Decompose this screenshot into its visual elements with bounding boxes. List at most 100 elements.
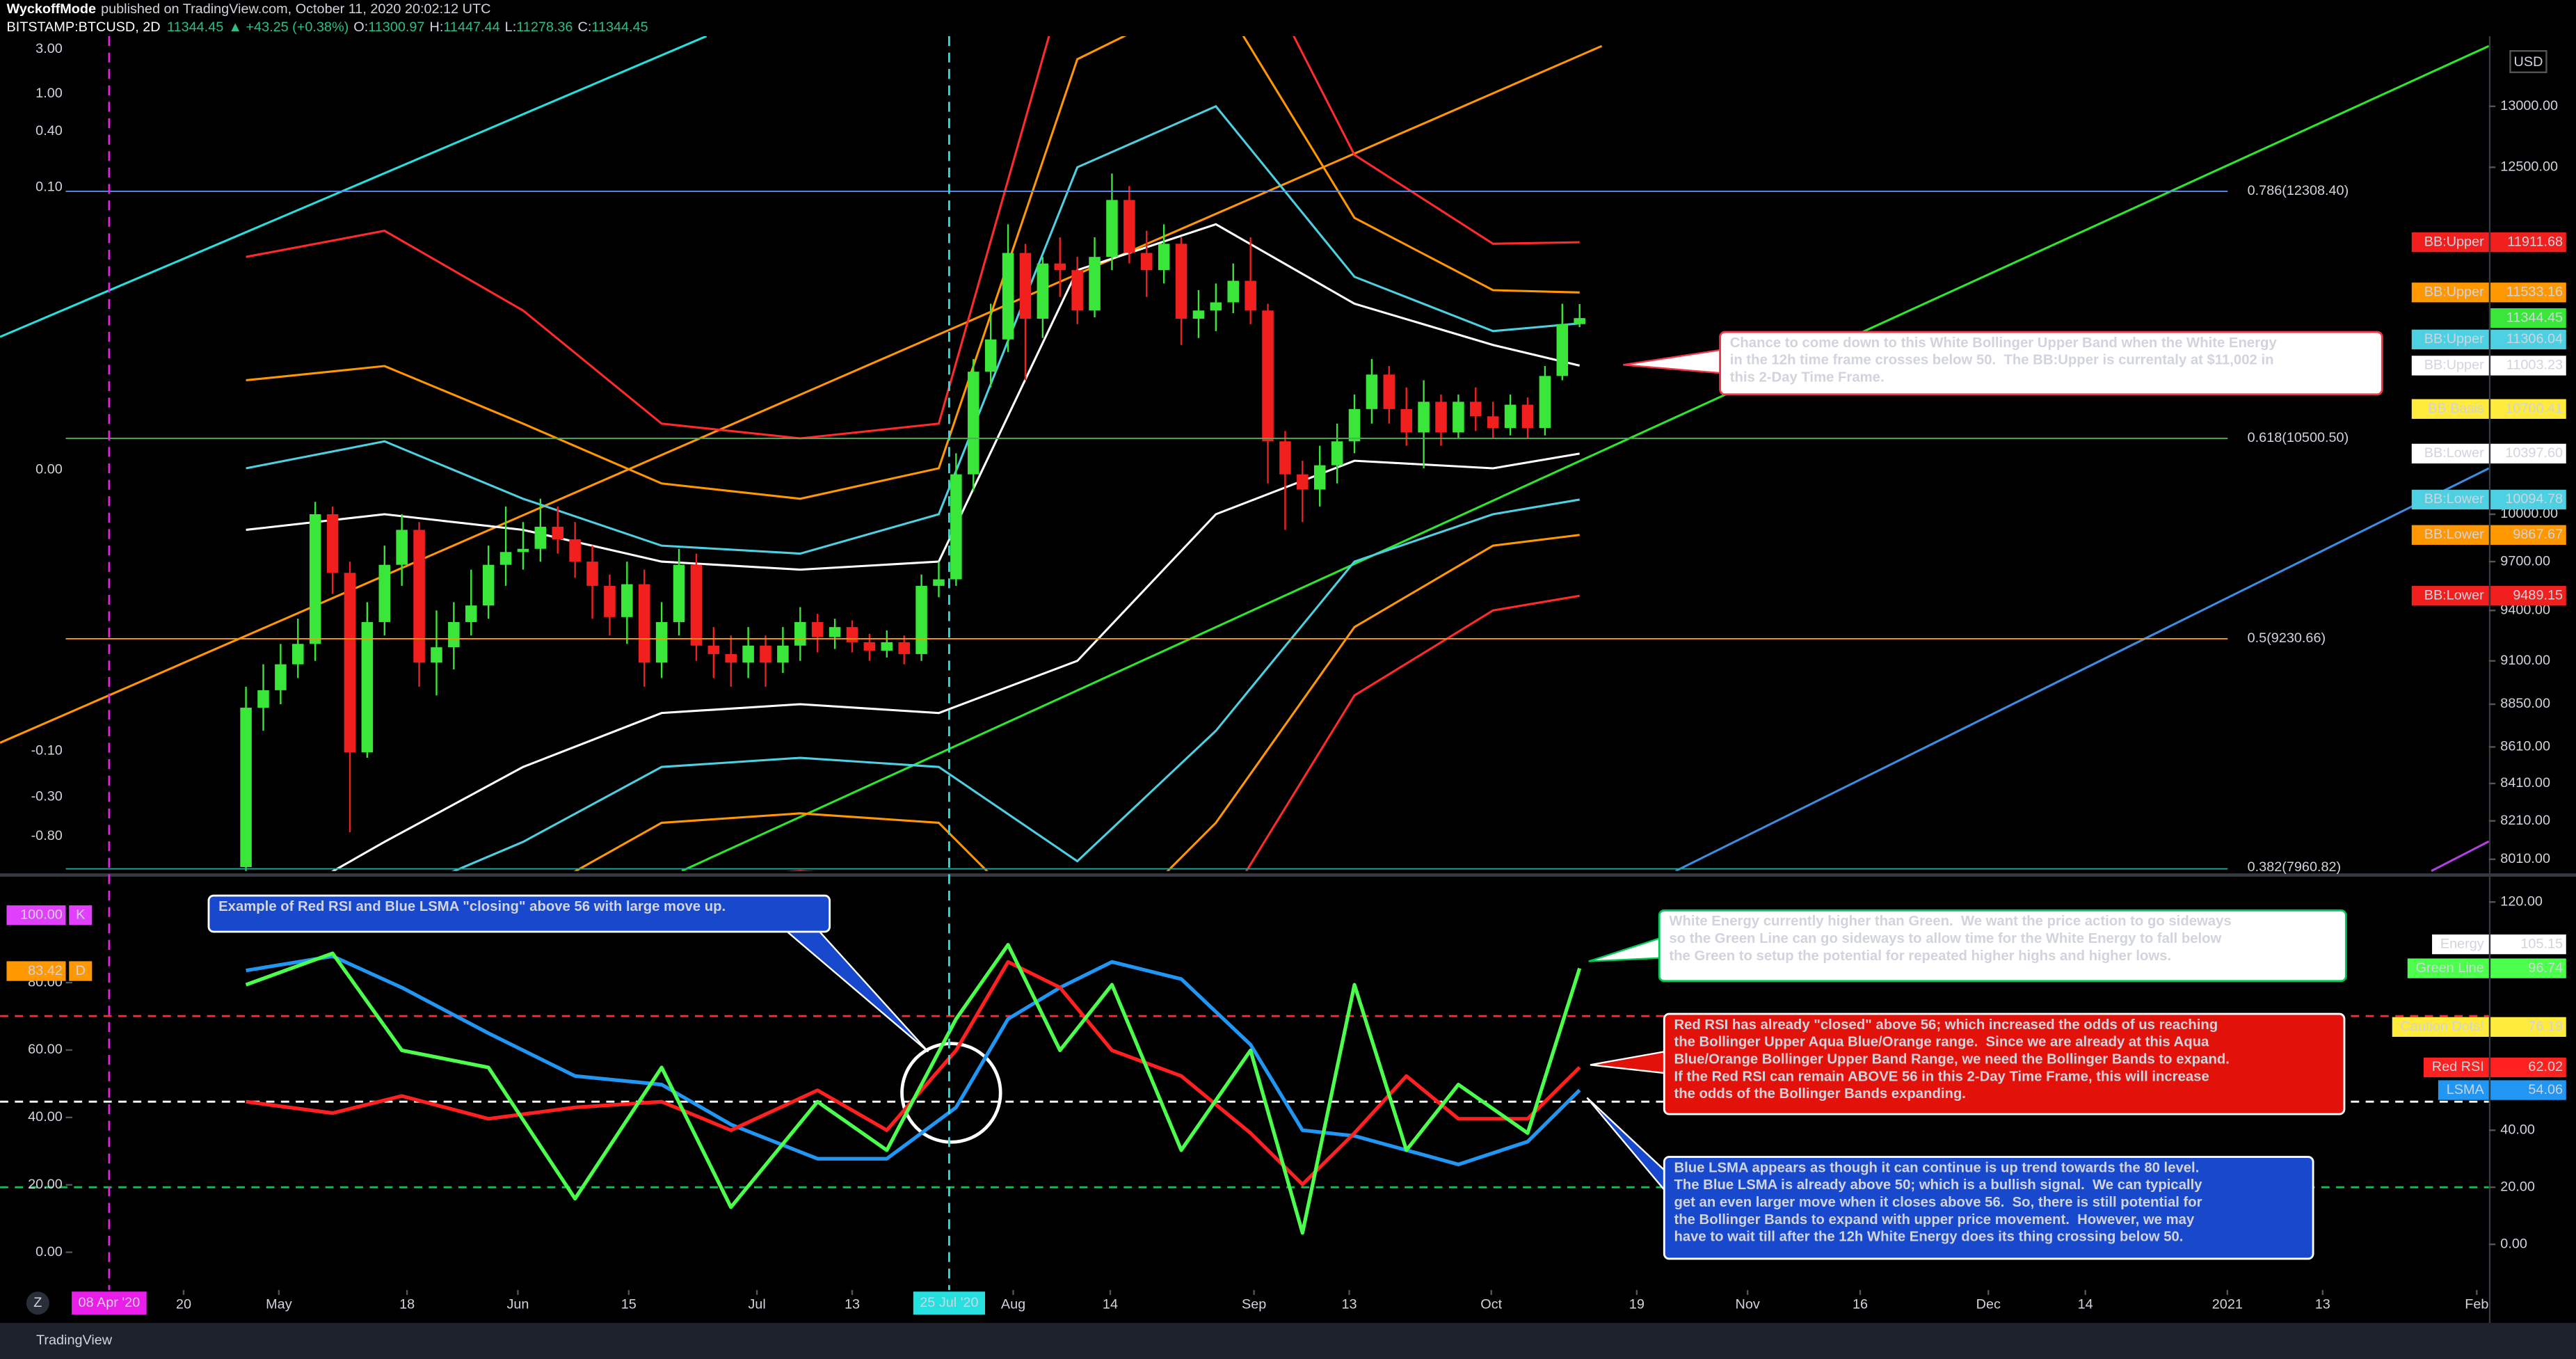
left-tag [6,905,66,925]
left-scale-label: -0.30 [31,789,63,804]
candle-body [1071,270,1083,311]
candle-body [1019,253,1032,319]
candle-body [1227,280,1240,303]
y-tick-label: 8610.00 [2500,739,2550,754]
candle-body [604,585,616,617]
candle-body [1574,318,1585,324]
candle-body [1106,200,1118,257]
price-tag [2490,399,2566,419]
annotation-box [1719,331,2383,396]
price-tag-value: 11306.04 [2506,331,2563,347]
left-tag-value: 100.00 [20,907,63,922]
c-label: C: [578,19,592,35]
candle-body [326,514,339,573]
y-tick-label: 8210.00 [2500,813,2550,828]
price-tag [2490,356,2566,376]
candle-body [257,690,269,708]
candle-body [1366,374,1378,409]
osc-tag-label-box [2432,934,2489,955]
annotation-line: If the Red RSI can remain ABOVE 56 in th… [1674,1069,2209,1084]
candle-body [1002,253,1014,340]
annotation-line: Blue LSMA appears as though it can conti… [1674,1160,2199,1175]
left-scale-label: 0.10 [35,179,63,194]
trendline [2431,840,2490,872]
y-tick-label: 12500.00 [2500,159,2558,175]
annotation: Example of Red RSI and Blue LSMA "closin… [207,894,929,1053]
price-tag-label-box [2411,283,2489,303]
price-tag [2490,586,2566,606]
candle-body [552,526,564,540]
oscillator-line [245,943,1582,1235]
price-tag [2490,232,2566,253]
symbol: BITSTAMP:BTCUSD, 2D [6,19,160,35]
o-value: 11300.97 [368,19,424,35]
osc-tag-value: 96.74 [2528,960,2563,976]
y-tick-label: 8850.00 [2500,696,2550,711]
h-label: H: [430,19,444,35]
annotation-line: have to wait till after the 12h White En… [1674,1230,2183,1245]
x-tick-label: Oct [1480,1296,1502,1312]
author: WyckoffMode [6,1,96,17]
trendline [681,45,2489,871]
candle-body [1556,324,1569,376]
price-tag [2490,329,2566,350]
price-tag-label-box [2411,329,2489,350]
price-tag-label: BB:Lower [2424,587,2484,603]
x-marker-box [913,1292,985,1315]
osc-tag-label: LSMA [2447,1082,2485,1097]
price-tag [2490,283,2566,303]
left-tag-letter-box [69,961,93,981]
annotation-box [1663,1012,2346,1115]
osc-tag-label: Caution Dots! [2401,1019,2484,1034]
osc-tag-label: Energy [2440,936,2484,951]
candle-body [811,621,824,637]
left-tag-value: 83.42 [28,963,63,978]
x-tick-label: Jun [506,1296,529,1312]
x-tick-label: 18 [399,1296,415,1312]
annotation-line: Red RSI has already "closed" above 56; w… [1674,1017,2218,1033]
candle-body [1313,465,1326,490]
candle-body [1435,402,1447,433]
price-tag-label: BB:Lower [2424,491,2484,507]
price-tag [2490,443,2566,464]
price-tag-value: 11533.16 [2506,285,2563,300]
osc-tag [2490,934,2566,955]
zoom-button[interactable] [26,1292,49,1315]
price-tag-value: 10397.60 [2505,445,2563,461]
c-value: 11344.45 [591,19,648,35]
candle-body [1140,253,1153,271]
candle-body [240,708,252,868]
candle-body [725,653,737,663]
osc-tag [2490,1080,2566,1100]
candle-body [396,530,408,565]
y-tick-label: 13000.00 [2500,98,2558,113]
header-line-2: BITSTAMP:BTCUSD, 2D 11344.45 ▲ +43.25 (+0.… [6,19,648,35]
x-tick-label: 15 [621,1296,637,1312]
x-marker-label: 25 Jul '20 [920,1295,978,1310]
candle-body [760,645,771,663]
x-tick-label: Nov [1736,1296,1760,1312]
annotation-line: in the 12h time frame crosses below 50. … [1730,353,2274,368]
bollinger-band [785,594,1580,871]
left-y-tick-label: 40.00 [28,1109,63,1124]
fib-label: 0.5(9230.66) [2248,630,2326,646]
left-scale-label: -0.80 [31,828,63,843]
osc-tag-label-box [2392,1017,2489,1038]
candle-body [1245,280,1256,311]
candle-body [1418,402,1430,433]
annotation-line: the Bollinger Bands to expand with upper… [1674,1212,2194,1227]
candle-body [1037,263,1049,319]
candle-body [361,621,374,753]
candle-body [413,530,425,663]
candle-body [1521,404,1534,429]
brand: TradingView [36,1333,113,1348]
currency: USD [2514,54,2543,70]
osc-tag-value: 54.06 [2528,1082,2563,1097]
osc-tag [2490,1017,2566,1038]
price-tag-label-box [2411,586,2489,606]
osc-tag-label-box [2423,1057,2489,1078]
y-tick-label: 9400.00 [2500,603,2550,618]
